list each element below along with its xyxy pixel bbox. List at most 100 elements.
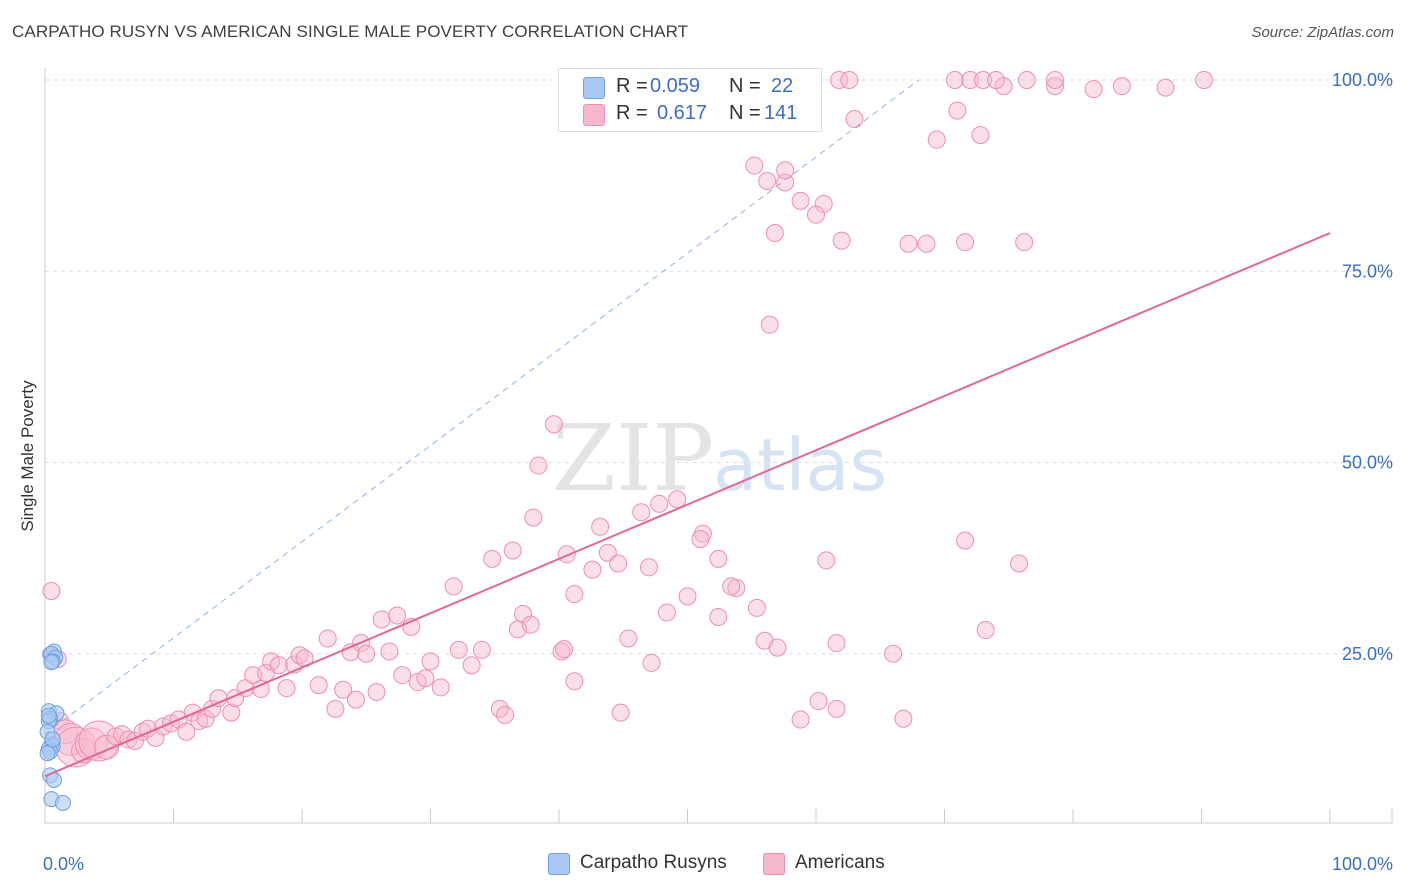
point-americans — [388, 606, 407, 625]
point-americans — [74, 727, 108, 761]
axes — [44, 68, 1393, 824]
point-americans — [986, 71, 1005, 89]
correlation-legend: R = 0.059 N = 22 R = 0.617 N = 141 — [558, 68, 822, 132]
point-americans — [1156, 78, 1175, 97]
point-americans — [380, 642, 399, 661]
y-tick-label: 100.0% — [1332, 70, 1393, 90]
point-americans — [431, 678, 450, 697]
point-americans — [444, 577, 463, 596]
point-americans — [832, 231, 851, 250]
point-americans — [814, 194, 833, 213]
legend-r-value: 0.059 — [650, 75, 701, 97]
point-americans — [776, 173, 795, 192]
point-americans — [894, 709, 913, 728]
point-americans — [1084, 80, 1103, 99]
point-americans — [948, 101, 967, 120]
watermark-atlas: atlas — [713, 423, 887, 507]
point-americans — [971, 126, 990, 145]
watermark-zip: ZIP — [552, 405, 714, 512]
point-americans — [845, 110, 864, 129]
point-americans — [462, 656, 481, 675]
legend-n-label: N = — [729, 75, 761, 97]
point-americans — [747, 598, 766, 617]
point-americans — [367, 683, 386, 701]
point-americans — [42, 582, 61, 601]
point-americans — [196, 709, 215, 728]
point-americans — [496, 705, 515, 724]
point-americans — [490, 699, 509, 718]
point-carpatho-rusyns — [54, 794, 71, 811]
point-americans — [776, 161, 795, 180]
point-americans — [416, 669, 435, 688]
point-americans — [1015, 233, 1034, 252]
point-americans — [961, 71, 980, 89]
point-americans — [1046, 71, 1065, 89]
point-americans — [565, 672, 584, 691]
legend-n-label: N = — [729, 102, 761, 124]
point-americans — [827, 699, 846, 718]
point-americans — [514, 604, 533, 623]
point-americans — [277, 679, 296, 698]
point-carpatho-rusyns — [44, 731, 61, 748]
point-americans — [809, 692, 828, 711]
point-americans — [544, 415, 563, 434]
legend-r-label: R = — [616, 102, 648, 124]
point-americans — [449, 640, 468, 659]
point-americans — [791, 191, 810, 210]
point-americans — [290, 646, 309, 665]
point-americans — [609, 554, 628, 573]
point-americans — [565, 585, 584, 604]
y-tick-label: 50.0% — [1342, 453, 1393, 473]
trend-line-carpatho-rusyns — [44, 79, 920, 735]
point-americans — [521, 615, 540, 634]
point-americans — [745, 156, 764, 175]
trend-lines — [44, 79, 1331, 778]
point-americans — [657, 603, 676, 622]
point-americans — [611, 703, 630, 722]
point-americans — [639, 558, 658, 577]
point-americans — [1046, 77, 1065, 96]
chart-title: CARPATHO RUSYN VS AMERICAN SINGLE MALE P… — [12, 22, 689, 41]
legend-r-label: R = — [616, 75, 648, 97]
point-americans — [591, 517, 610, 536]
point-americans — [817, 551, 836, 570]
point-americans — [830, 71, 849, 89]
point-americans — [557, 545, 576, 564]
legend-n-value: 22 — [771, 75, 794, 97]
bottom-legend-label: Americans — [795, 852, 885, 873]
point-americans — [372, 610, 391, 629]
point-americans — [177, 722, 196, 741]
legend-n-value: 141 — [764, 102, 798, 124]
point-americans — [768, 638, 787, 657]
point-americans — [393, 666, 412, 685]
point-americans — [552, 642, 571, 661]
point-americans — [691, 530, 710, 548]
point-americans — [945, 71, 964, 89]
point-americans — [760, 315, 779, 334]
point-americans — [956, 531, 975, 550]
point-americans — [1112, 77, 1131, 96]
point-americans — [976, 621, 995, 640]
bottom-legend-swatch-pink — [763, 853, 785, 875]
point-americans — [807, 205, 825, 224]
point-americans — [709, 549, 728, 568]
point-carpatho-rusyns — [43, 654, 60, 671]
point-americans — [222, 703, 241, 722]
tick-labels: 25.0% 50.0% 75.0% 100.0% 0.0% 100.0% — [43, 70, 1393, 874]
point-americans — [650, 494, 669, 513]
point-americans — [668, 490, 687, 509]
point-americans — [642, 653, 661, 672]
point-americans — [619, 629, 638, 648]
point-americans — [318, 629, 337, 648]
x-tick-label: 0.0% — [43, 854, 84, 874]
point-americans — [472, 640, 491, 659]
point-americans — [899, 234, 918, 253]
watermark: ZIP atlas — [552, 405, 887, 512]
point-americans — [632, 503, 651, 522]
point-americans — [840, 71, 859, 89]
legend-swatch-blue — [583, 77, 605, 99]
point-carpatho-rusyns — [40, 707, 57, 724]
point-americans — [421, 652, 440, 671]
point-americans — [503, 541, 522, 560]
